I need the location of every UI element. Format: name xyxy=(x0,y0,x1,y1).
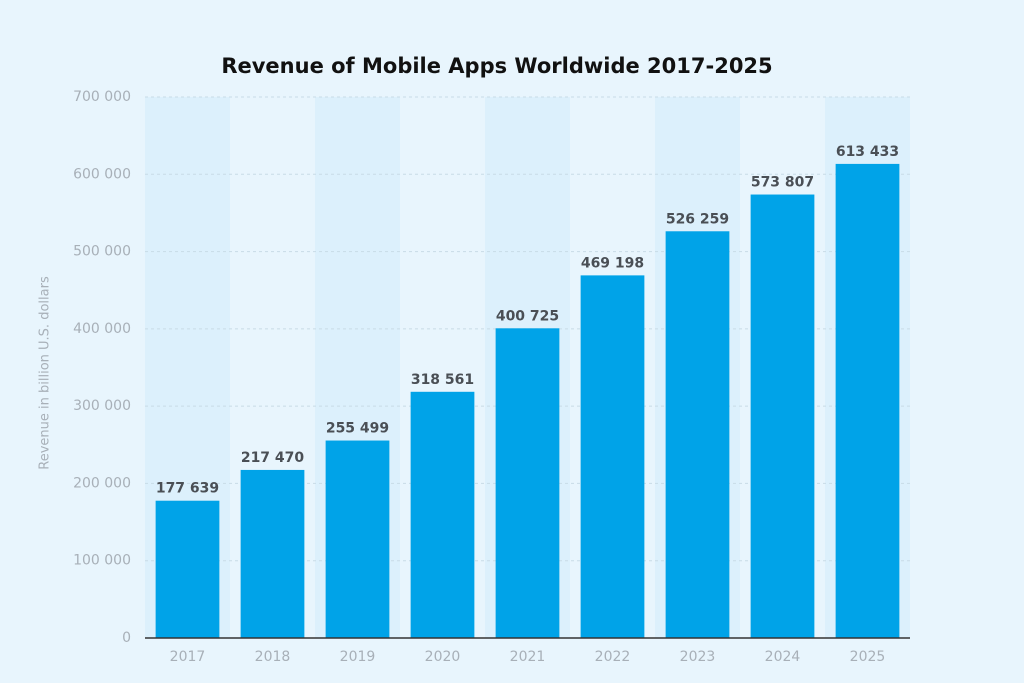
y-tick-label: 200 000 xyxy=(73,475,131,491)
value-label: 318 561 xyxy=(411,372,474,388)
bar xyxy=(495,328,560,638)
y-tick-label: 700 000 xyxy=(73,89,131,105)
chart-title: Revenue of Mobile Apps Worldwide 2017-20… xyxy=(221,54,772,78)
bar xyxy=(155,500,220,638)
x-tick-label: 2020 xyxy=(425,649,461,665)
value-label: 573 807 xyxy=(751,175,814,191)
y-tick-label: 600 000 xyxy=(73,166,131,182)
bar xyxy=(325,440,390,638)
value-label: 177 639 xyxy=(156,481,219,497)
x-tick-label: 2024 xyxy=(765,649,801,665)
x-tick-label: 2021 xyxy=(510,649,546,665)
bar xyxy=(835,163,900,638)
x-tick-label: 2025 xyxy=(850,649,886,665)
x-tick-label: 2017 xyxy=(170,649,206,665)
y-tick-label: 0 xyxy=(122,630,131,646)
value-label: 400 725 xyxy=(496,308,559,324)
x-tick-label: 2018 xyxy=(255,649,291,665)
bar xyxy=(240,469,305,638)
bar xyxy=(410,391,475,638)
x-tick-label: 2023 xyxy=(680,649,716,665)
y-tick-label: 400 000 xyxy=(73,321,131,337)
value-label: 526 259 xyxy=(666,211,729,227)
y-axis-label: Revenue in billion U.S. dollars xyxy=(38,276,53,470)
value-label: 613 433 xyxy=(836,144,899,160)
bar xyxy=(750,194,815,638)
bar xyxy=(665,231,730,638)
value-label: 255 499 xyxy=(326,421,389,437)
x-tick-label: 2019 xyxy=(340,649,376,665)
y-tick-label: 300 000 xyxy=(73,398,131,414)
y-tick-label: 100 000 xyxy=(73,553,131,569)
y-tick-label: 500 000 xyxy=(73,244,131,260)
bar xyxy=(580,275,645,638)
x-tick-label: 2022 xyxy=(595,649,631,665)
value-label: 469 198 xyxy=(581,255,644,271)
value-label: 217 470 xyxy=(241,450,305,466)
